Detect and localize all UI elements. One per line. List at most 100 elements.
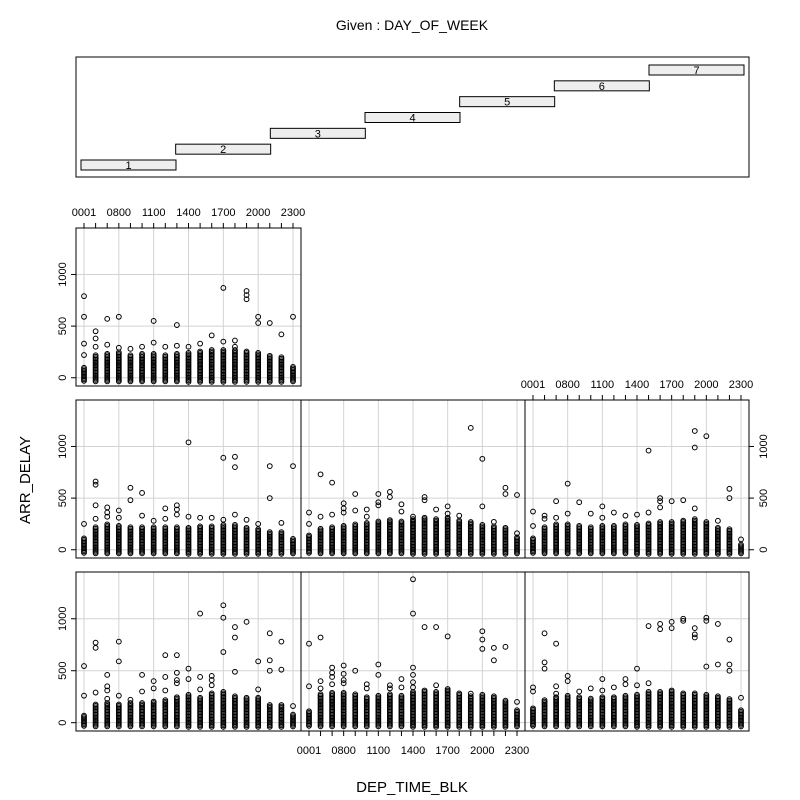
data-point	[317, 685, 324, 692]
data-point	[564, 510, 571, 517]
data-point	[81, 352, 87, 358]
data-point	[599, 676, 606, 682]
data-point	[81, 293, 87, 300]
data-point	[564, 480, 571, 487]
data-point	[317, 513, 324, 520]
data-point	[467, 519, 474, 525]
data-point	[375, 502, 382, 509]
data-point	[197, 523, 204, 530]
data-point	[703, 663, 710, 670]
y-tick-label: 500	[57, 489, 69, 507]
data-point	[645, 447, 652, 454]
data-point	[456, 512, 463, 519]
data-point	[115, 701, 122, 708]
data-point	[127, 484, 134, 491]
data-point	[290, 535, 296, 542]
data-point	[363, 685, 370, 692]
data-point	[81, 712, 87, 719]
data-point	[564, 521, 571, 528]
data-point	[479, 522, 486, 528]
data-point	[208, 677, 215, 683]
data-point	[530, 535, 536, 542]
data-point	[340, 670, 347, 677]
data-point	[162, 343, 169, 350]
data-point	[553, 690, 560, 697]
data-point	[278, 702, 285, 708]
data-point	[363, 506, 370, 513]
data-point	[726, 495, 733, 502]
data-point	[139, 688, 145, 695]
data-point	[162, 697, 169, 704]
data-point	[514, 492, 520, 498]
data-point	[139, 490, 145, 496]
data-point	[317, 691, 324, 698]
data-point	[162, 524, 169, 531]
data-point	[530, 523, 536, 529]
y-tick-label: 0	[57, 375, 69, 381]
data-point	[317, 471, 324, 478]
data-point	[278, 331, 285, 338]
data-point	[363, 681, 370, 688]
data-point	[150, 318, 157, 324]
data-point	[173, 680, 180, 687]
data-point	[645, 680, 652, 687]
data-point	[553, 521, 560, 528]
data-point	[150, 698, 157, 705]
y-tick-label: 1000	[57, 262, 69, 286]
data-point	[541, 659, 548, 666]
data-point	[564, 692, 571, 699]
data-point	[541, 630, 548, 637]
data-point	[162, 505, 169, 512]
data-point	[92, 524, 99, 531]
data-point	[162, 687, 169, 694]
data-point	[173, 669, 180, 676]
data-point	[92, 478, 99, 485]
data-point	[104, 695, 111, 702]
data-point	[278, 529, 285, 536]
given-bar-label-2: 2	[220, 144, 226, 156]
data-point	[610, 522, 617, 529]
data-point	[150, 350, 157, 357]
data-point	[104, 513, 111, 520]
data-point	[398, 508, 405, 515]
data-point	[139, 512, 145, 519]
data-point	[197, 610, 204, 617]
data-point	[622, 692, 629, 699]
data-point	[220, 602, 227, 609]
data-point	[375, 491, 382, 497]
data-point	[232, 624, 238, 630]
data-point	[726, 526, 733, 533]
data-point	[410, 664, 416, 671]
y-tick-label: 0	[57, 547, 69, 553]
data-point	[421, 514, 428, 521]
data-point	[306, 509, 312, 516]
data-point	[317, 525, 324, 532]
data-point	[232, 464, 238, 471]
data-point	[502, 491, 509, 497]
data-point	[81, 364, 87, 371]
data-point	[421, 687, 428, 694]
data-point	[255, 350, 262, 356]
data-point	[115, 522, 122, 529]
data-point	[363, 513, 370, 520]
data-point	[680, 497, 687, 504]
data-point	[290, 703, 296, 709]
data-point	[127, 497, 134, 504]
data-point	[657, 621, 664, 627]
data-point	[599, 514, 606, 521]
data-point	[255, 686, 262, 693]
given-bar-3	[269, 127, 366, 139]
data-point	[398, 692, 405, 699]
data-point	[208, 347, 215, 353]
data-point	[363, 520, 370, 526]
data-point	[243, 516, 250, 523]
panel-day-3	[524, 571, 750, 732]
panel-frame	[524, 571, 750, 732]
data-point	[127, 352, 134, 359]
data-point	[173, 506, 180, 513]
data-point	[306, 640, 312, 647]
data-point	[197, 340, 204, 347]
data-point	[691, 631, 698, 638]
data-point	[127, 524, 134, 531]
data-point	[668, 625, 675, 632]
